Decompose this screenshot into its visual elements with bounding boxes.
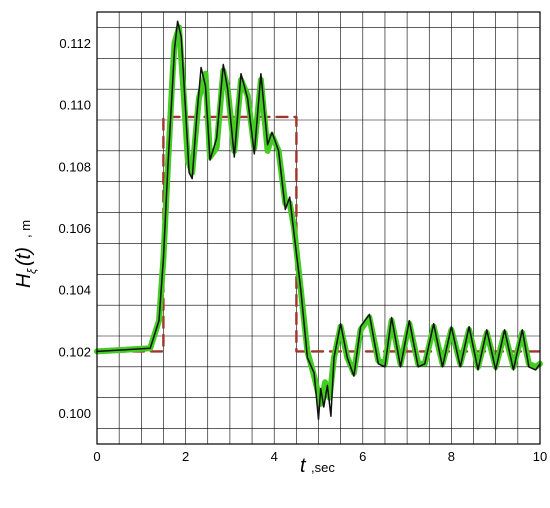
x-tick-label: 6 [359, 449, 366, 464]
y-axis-label: H [13, 273, 35, 288]
x-tick-label: 8 [448, 449, 455, 464]
x-axis-ticks: 0 2 4 6 8 10 [93, 449, 547, 464]
y-tick-label: 0.110 [59, 98, 91, 113]
grid-lines [97, 12, 540, 444]
plot-frame [96, 11, 541, 445]
series-layer [94, 20, 543, 421]
x-tick-label: 0 [93, 449, 100, 464]
y-axis-label-group: H ξ (t) , m [13, 220, 39, 288]
series-thin-black [96, 20, 541, 421]
x-axis-label: t [300, 455, 307, 477]
y-tick-label: 0.102 [58, 344, 91, 359]
y-axis-unit: , m [18, 220, 33, 238]
x-tick-label: 4 [271, 449, 278, 464]
x-tick-label: 10 [533, 449, 547, 464]
x-axis-unit: ,sec [311, 460, 335, 475]
y-axis-label-subscript: ξ [25, 268, 39, 274]
x-tick-label: 2 [182, 449, 189, 464]
y-tick-label: 0.104 [58, 283, 91, 298]
y-tick-label: 0.108 [58, 159, 91, 174]
y-axis-ticks: 0.100 0.102 0.104 0.106 0.108 0.110 0.112 [58, 36, 91, 421]
y-tick-label: 0.106 [58, 221, 91, 236]
y-axis-label-argument: (t) [13, 247, 35, 266]
y-tick-label: 0.100 [58, 406, 91, 421]
y-tick-label: 0.112 [59, 36, 91, 51]
